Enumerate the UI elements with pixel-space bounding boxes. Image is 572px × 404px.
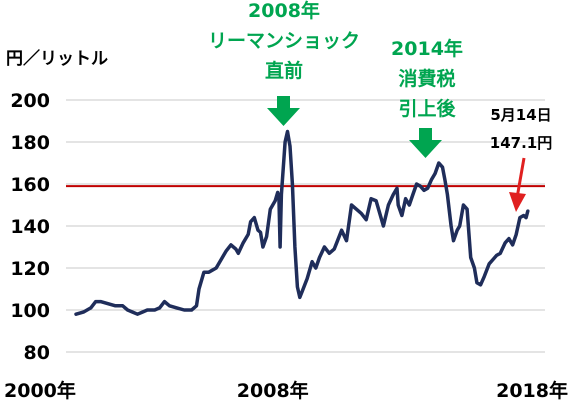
arrow-shaft [515, 157, 526, 199]
annotation-latest-date: 5月14日 [490, 106, 551, 124]
annotation-lehman-line-1: 2008年 [248, 0, 320, 22]
y-tick-label-100: 100 [10, 300, 50, 322]
down-arrow-icon [267, 96, 300, 126]
y-axis-label: 円／リットル [6, 48, 108, 69]
x-tick-label-2000: 2000年 [4, 379, 76, 402]
annotation-lehman-line-3: 直前 [265, 59, 303, 82]
x-tick-label-2018: 2018年 [496, 379, 568, 402]
annotation-latest-value: 147.1円 [490, 134, 552, 152]
y-tick-label-200: 200 [10, 90, 50, 112]
y-tick-label-140: 140 [10, 216, 50, 238]
y-tick-label-120: 120 [10, 258, 50, 280]
y-tick-label-80: 80 [24, 342, 50, 364]
x-tick-label-2008: 2008年 [237, 379, 309, 402]
y-tick-labels: 80 100 120 140 160 180 200 [10, 90, 50, 364]
annotation-tax-line-3: 引上後 [398, 97, 456, 120]
annotation-tax-line-1: 2014年 [391, 37, 463, 60]
series-line-gasoline-price [74, 129, 530, 316]
x-tick-labels: 2000年 2008年 2018年 [4, 379, 568, 402]
y-tick-label-160: 160 [10, 174, 50, 196]
red-arrow-icon [509, 192, 526, 212]
annotation-lehman: 2008年 リーマンショック 直前 [208, 0, 360, 126]
annotation-latest-price: 5月14日 147.1円 [490, 106, 552, 212]
annotation-lehman-line-2: リーマンショック [208, 30, 360, 52]
y-tick-label-180: 180 [10, 132, 50, 154]
annotation-tax-line-2: 消費税 [398, 67, 455, 90]
annotation-tax-increase: 2014年 消費税 引上後 [391, 37, 463, 158]
down-arrow-icon [409, 128, 442, 158]
